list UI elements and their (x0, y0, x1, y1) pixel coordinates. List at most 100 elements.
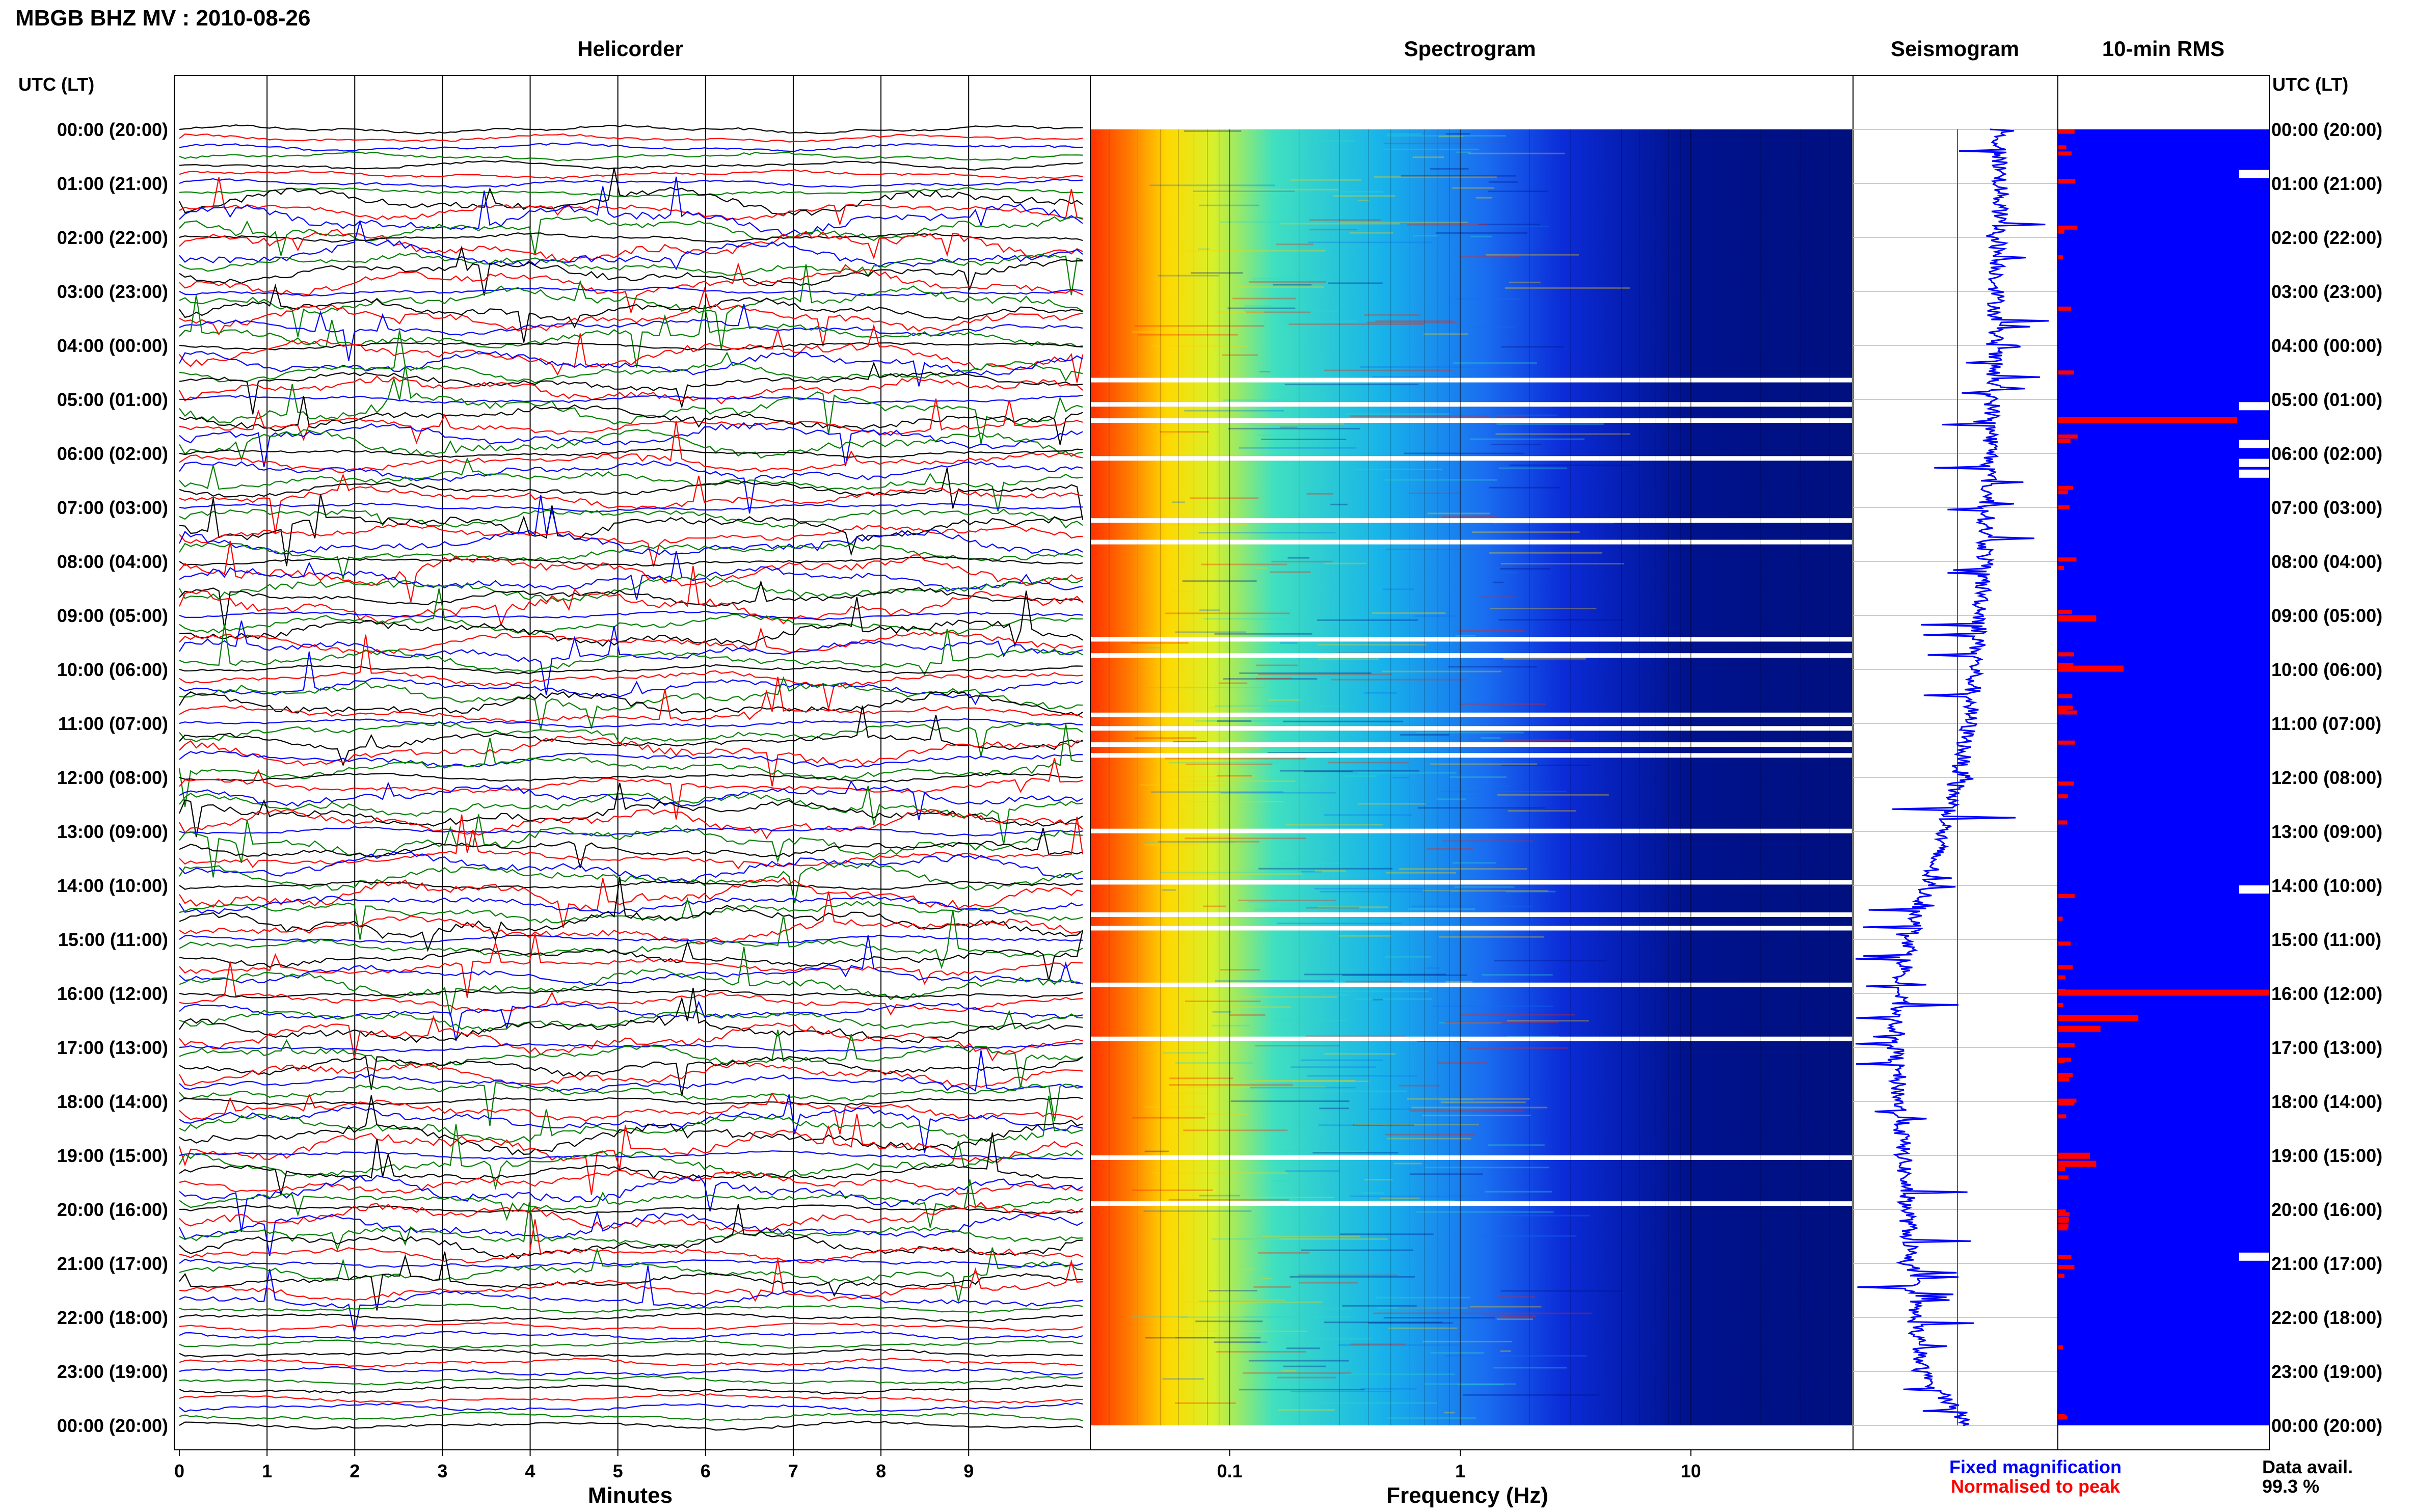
spectrogram-streak (1324, 562, 1367, 564)
spectrogram-streak (1304, 974, 1446, 976)
helicorder-trace (179, 216, 1083, 256)
spectrogram-streak (1318, 1124, 1392, 1126)
spectrogram-streak (1455, 298, 1521, 300)
spectrogram-streak (1411, 905, 1532, 907)
spectrogram-streak (1445, 981, 1473, 983)
helicorder-trace (179, 264, 1083, 349)
spectrogram-streak (1388, 1327, 1458, 1329)
spectrogram-streak (1175, 1402, 1236, 1404)
spectrogram-streak (1230, 1100, 1350, 1102)
helicorder-trace (179, 897, 1083, 940)
spectrogram-streak (1493, 572, 1518, 574)
spectrogram-streak (1338, 1344, 1459, 1346)
spectrogram-streak (1168, 1199, 1290, 1201)
spectrogram-streak (1186, 250, 1326, 252)
spectrogram-streak (1506, 890, 1555, 893)
helicorder-trace (179, 1043, 1083, 1052)
spectrogram-streak (1493, 1367, 1567, 1369)
spectrogram-streak (1290, 179, 1362, 181)
spectrogram-streak (1385, 872, 1457, 874)
spectrogram-streak (1158, 275, 1219, 277)
spectrogram-streak (1244, 310, 1338, 312)
spectrogram-streak (1462, 795, 1500, 797)
spectrogram-streak (1212, 1238, 1281, 1240)
time-label-right: 07:00 (03:00) (2271, 497, 2382, 518)
spectrogram-streak (1360, 366, 1496, 368)
spectrogram-streak (1433, 1005, 1554, 1007)
rms-small-bar (2058, 1154, 2068, 1158)
rms-small-bar (2058, 1209, 2066, 1214)
rms-small-bar (2058, 916, 2063, 921)
spectrogram-streak (1488, 1144, 1545, 1146)
helicorder-trace (179, 987, 1083, 1043)
rms-small-bar (2058, 1098, 2077, 1103)
helicorder-trace (179, 1258, 1083, 1268)
time-label-left: 16:00 (12:00) (57, 983, 168, 1004)
spectrogram-streak (1497, 1296, 1535, 1298)
spectrogram-streak (1370, 1108, 1451, 1110)
spectrogram-streak (1164, 631, 1217, 633)
spectrogram-streak (1255, 1341, 1268, 1343)
spectrogram-streak (1172, 590, 1192, 592)
spectrogram-streak (1445, 1355, 1587, 1357)
helicorder-trace (179, 677, 1083, 723)
spectrogram-streak (1453, 362, 1537, 364)
time-label-left: 20:00 (16:00) (57, 1199, 168, 1220)
time-label-left: 00:00 (20:00) (57, 1415, 168, 1436)
helicorder-trace (179, 1358, 1083, 1368)
rms-gap (2239, 885, 2269, 894)
spectrogram-streak (1285, 824, 1383, 826)
spectrogram-streak (1409, 492, 1462, 494)
helicorder-trace (179, 1179, 1083, 1228)
frequency-tick-label: 10 (1681, 1461, 1701, 1481)
spectrogram-streak (1430, 1352, 1485, 1354)
helicorder-trace (179, 420, 1083, 473)
minute-tick-label: 1 (262, 1461, 272, 1481)
spectrogram-streak (1444, 1412, 1455, 1414)
spectrogram-streak (1385, 548, 1479, 550)
seismogram-frame (1853, 75, 2058, 1450)
minute-tick-label: 2 (350, 1461, 360, 1481)
helicorder-trace (179, 627, 1083, 654)
spectrogram-streak (1239, 1389, 1365, 1391)
spectrogram-streak (1500, 562, 1624, 564)
spectrogram-streak (1456, 151, 1471, 153)
spectrogram-streak (1232, 298, 1296, 300)
helicorder-trace (179, 814, 1084, 870)
spectrogram-streak (1268, 699, 1300, 701)
spectrogram-streak (1350, 1343, 1406, 1345)
helicorder-trace (179, 361, 1083, 415)
time-label-left: 11:00 (07:00) (58, 713, 168, 734)
minute-tick-label: 0 (174, 1461, 184, 1481)
helicorder-trace (179, 930, 1084, 981)
spectrogram-streak (1175, 1062, 1253, 1064)
spectrogram-streak (1482, 974, 1553, 976)
spectrogram-streak (1299, 1282, 1358, 1284)
helicorder-trace (179, 624, 1083, 676)
helicorder-trace (179, 634, 1083, 709)
spectrogram-streak (1199, 1300, 1320, 1302)
helicorder-trace (179, 1251, 1083, 1311)
spectrogram-gap (1091, 539, 1852, 545)
spectrogram-streak (1238, 286, 1325, 288)
spectrogram-streak (1277, 923, 1402, 925)
rms-small-bar (2058, 179, 2075, 183)
spectrogram-streak (1387, 1417, 1477, 1419)
spectrogram-streak (1163, 1052, 1209, 1054)
spectrogram-streak (1500, 1315, 1537, 1317)
spectrogram-streak (1324, 814, 1412, 816)
spectrogram-streak (1501, 346, 1564, 348)
time-label-left: 00:00 (20:00) (57, 119, 168, 140)
time-label-left: 13:00 (09:00) (57, 821, 168, 842)
spectrogram-streak (1424, 333, 1468, 335)
helicorder-trace (179, 187, 1083, 198)
time-label-right: 11:00 (07:00) (2271, 713, 2381, 734)
rms-spike-bar (2058, 1160, 2097, 1167)
spectrogram-streak (1298, 1274, 1399, 1276)
helicorder-trace (178, 723, 1083, 807)
rms-small-bar (2058, 652, 2074, 657)
spectrogram-streak (1287, 557, 1310, 559)
frequency-tick-label: 0.1 (1217, 1461, 1242, 1481)
helicorder-trace (179, 457, 1083, 512)
minute-tick-label: 5 (613, 1461, 623, 1481)
